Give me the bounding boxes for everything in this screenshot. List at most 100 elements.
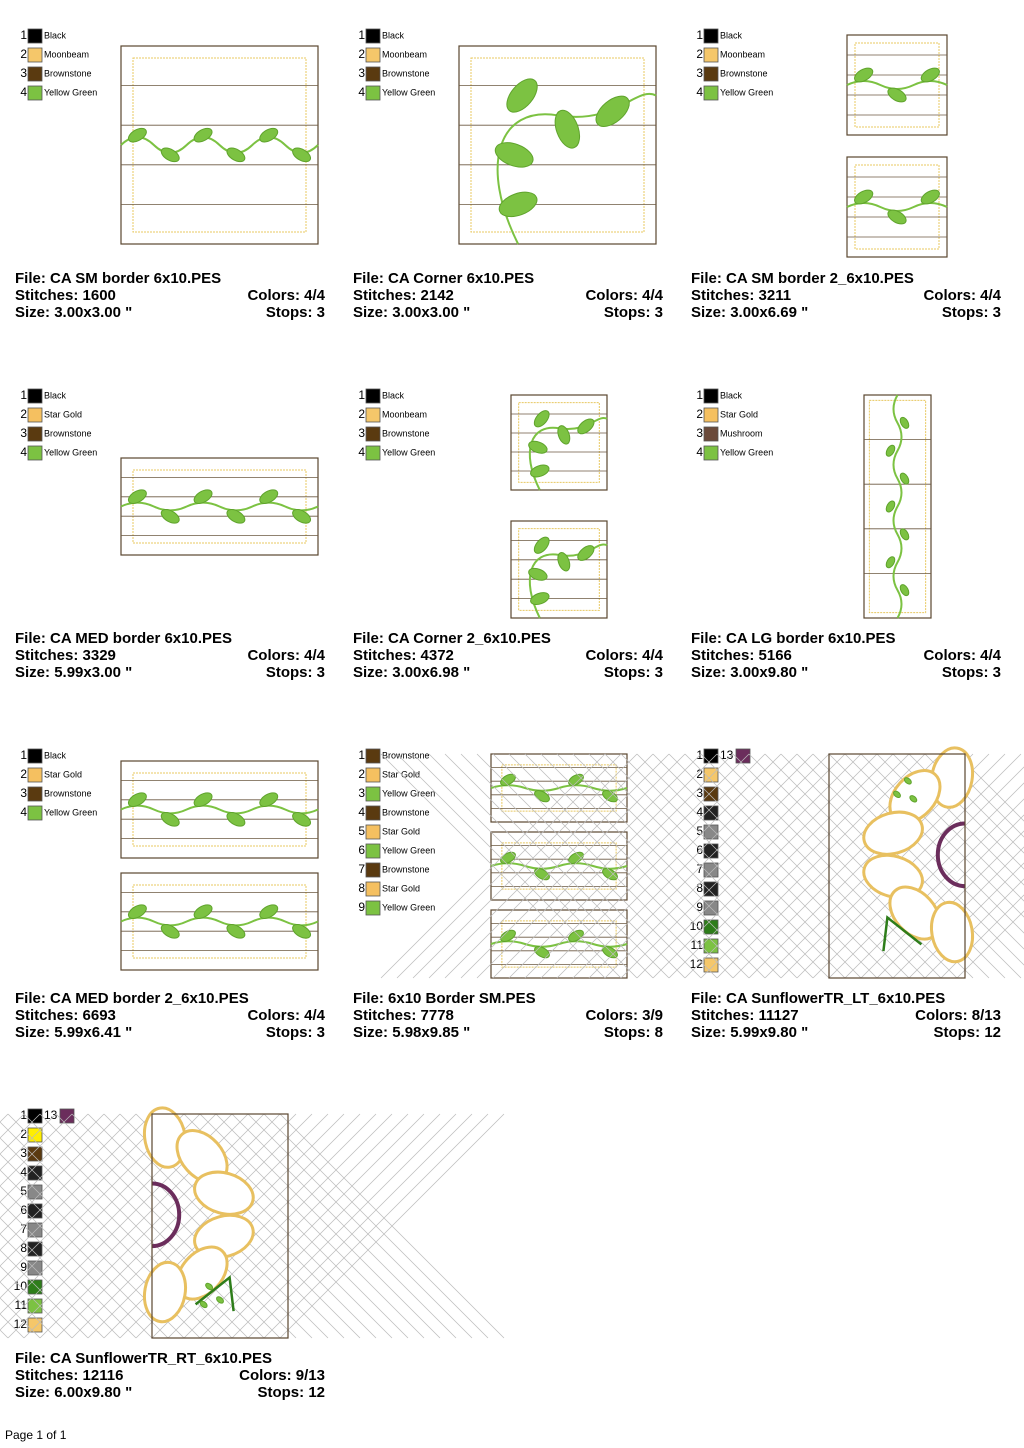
thread-number: 3: [20, 426, 27, 440]
leaf: [887, 87, 907, 103]
thread-number: 1: [696, 28, 703, 42]
leaf: [534, 946, 550, 959]
info-text: File:: [691, 270, 722, 287]
thread-swatch: [27, 786, 43, 802]
sunflower: [380, 746, 1024, 979]
info-text: Stops:: [604, 304, 651, 321]
thread-number: 4: [358, 805, 365, 819]
info-line: Size: 6.00x9.80 ": [15, 1384, 132, 1401]
leaf: [160, 509, 180, 524]
thread-number: 2: [20, 767, 27, 781]
design-frame: [846, 34, 948, 136]
leaf: [216, 1296, 224, 1304]
thread-swatch: [27, 388, 43, 404]
info-text: Stitches:: [15, 647, 78, 664]
info-text: CA LG border 6x10.PES: [726, 630, 896, 647]
thread-number: 1: [20, 748, 27, 762]
leaf: [292, 509, 312, 524]
info-text: 6.00x9.80 ": [54, 1384, 132, 1401]
leaf: [899, 584, 910, 597]
thread-swatch: [59, 1108, 75, 1124]
info-text: Stitches:: [353, 1007, 416, 1024]
info-line: Colors: 3/9: [585, 1007, 663, 1024]
leaf: [259, 127, 279, 143]
thread-swatch: [27, 1146, 43, 1162]
leaf: [127, 127, 147, 143]
design-frame: [458, 45, 657, 245]
thread-number: 9: [358, 900, 365, 914]
stem: [194, 1275, 235, 1312]
petal: [142, 1260, 188, 1324]
mesh: [0, 1233, 105, 1339]
thread-number: 4: [20, 85, 27, 99]
thread-swatch: [27, 1260, 43, 1276]
thread-swatch: [27, 748, 43, 764]
info-line: Stops: 3: [604, 304, 663, 321]
thread-swatch: [27, 1108, 43, 1124]
leaf: [533, 410, 550, 428]
info-line: Size: 5.98x9.85 ": [353, 1024, 470, 1041]
mesh: [55, 1113, 281, 1339]
info-text: 4/4: [642, 647, 664, 664]
info-text: Colors:: [923, 647, 976, 664]
info-text: Size:: [353, 304, 388, 321]
mesh: [0, 1249, 89, 1339]
leaf: [160, 812, 180, 827]
info-text: 3.00x6.69 ": [730, 304, 808, 321]
thread-number: 1: [20, 388, 27, 402]
info-text: Stitches:: [691, 1007, 754, 1024]
petal: [929, 900, 975, 964]
design-inner: [518, 402, 600, 483]
thread-number: 5: [358, 824, 365, 838]
thread-swatch: [365, 843, 381, 859]
thread-swatch: [365, 862, 381, 878]
info-text: 8: [655, 1024, 663, 1041]
info-text: Size:: [15, 304, 50, 321]
info-text: 12116: [83, 1367, 124, 1384]
design-border: [828, 753, 966, 979]
thread-number: 1: [358, 748, 365, 762]
mesh: [956, 753, 1024, 822]
info-text: File:: [353, 630, 384, 647]
info-text: File:: [15, 630, 46, 647]
info-text: 3.00x3.00 ": [54, 304, 132, 321]
thread-number: 11: [15, 1298, 28, 1312]
info-text: 3.00x9.80 ": [730, 664, 808, 681]
mesh: [380, 753, 606, 979]
info-line: Colors: 8/13: [915, 1007, 1001, 1024]
mesh: [23, 1113, 249, 1339]
thread-swatch: [27, 1241, 43, 1257]
info-text: Size:: [691, 1024, 726, 1041]
info-line: File: CA LG border 6x10.PES: [691, 630, 896, 647]
info-line: Stitches: 1600: [15, 287, 116, 304]
mesh: [508, 753, 734, 979]
info-line: Colors: 4/4: [923, 287, 1001, 304]
thread-swatch: [365, 407, 381, 423]
info-text: File:: [353, 990, 384, 1007]
leaf: [292, 924, 312, 939]
info-text: Size:: [15, 1024, 50, 1041]
leaf: [528, 440, 548, 454]
info-text: 3: [317, 304, 325, 321]
page-footer: Page 1 of 1: [5, 1428, 67, 1442]
mesh: [215, 1113, 441, 1339]
thread-name: Yellow Green: [44, 447, 97, 457]
thread-swatch: [365, 388, 381, 404]
thread-swatch: [27, 1298, 43, 1314]
thread-swatch: [735, 748, 751, 764]
thread-swatch: [703, 407, 719, 423]
info-text: Stitches:: [353, 647, 416, 664]
info-text: Colors:: [585, 1007, 638, 1024]
info-line: Stops: 3: [266, 1024, 325, 1041]
thread-number: 7: [20, 1222, 27, 1236]
mesh: [231, 1113, 457, 1339]
info-line: Colors: 9/13: [239, 1367, 325, 1384]
flower-center: [935, 821, 966, 889]
leaf: [259, 904, 279, 919]
info-text: 4/4: [980, 647, 1002, 664]
info-line: Stitches: 3211: [691, 287, 791, 304]
thread-number: 4: [696, 445, 703, 459]
design-inner: [868, 399, 927, 614]
mesh: [0, 1185, 153, 1339]
thread-number: 2: [358, 407, 365, 421]
